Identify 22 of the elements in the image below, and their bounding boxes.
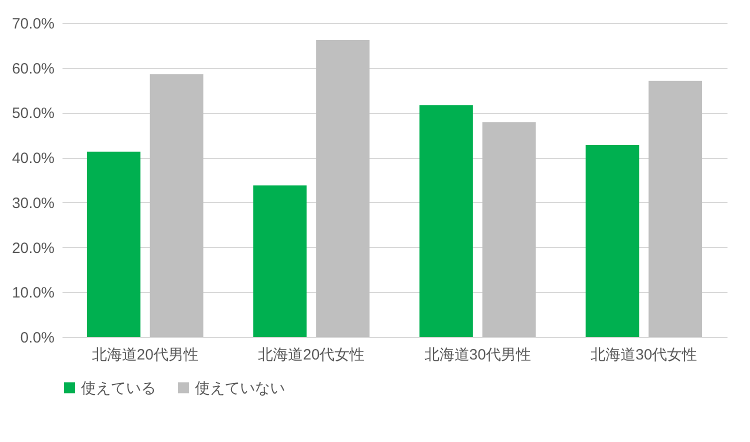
y-tick-label: 20.0%	[12, 240, 54, 257]
x-tick-label: 北海道20代女性	[258, 346, 365, 364]
y-tick-label: 0.0%	[20, 330, 54, 346]
y-tick-label: 50.0%	[12, 105, 54, 122]
bar	[419, 105, 473, 337]
bar	[150, 74, 204, 337]
bar	[316, 40, 370, 337]
bar	[253, 185, 307, 337]
x-tick-label: 北海道30代男性	[424, 346, 531, 364]
y-tick-label: 40.0%	[12, 150, 54, 168]
bar	[86, 152, 140, 337]
bar	[586, 145, 640, 337]
y-tick-label: 30.0%	[12, 194, 54, 212]
y-tick-label: 10.0%	[12, 284, 54, 302]
bar	[648, 80, 702, 337]
legend-label: 使えていない	[195, 380, 285, 397]
x-tick-label: 北海道30代女性	[590, 346, 698, 364]
x-tick-label: 北海道20代男性	[92, 346, 198, 364]
bar	[482, 122, 536, 337]
y-tick-label: 70.0%	[12, 16, 54, 32]
y-tick-label: 60.0%	[12, 60, 54, 78]
legend-label: 使えている	[81, 380, 156, 397]
